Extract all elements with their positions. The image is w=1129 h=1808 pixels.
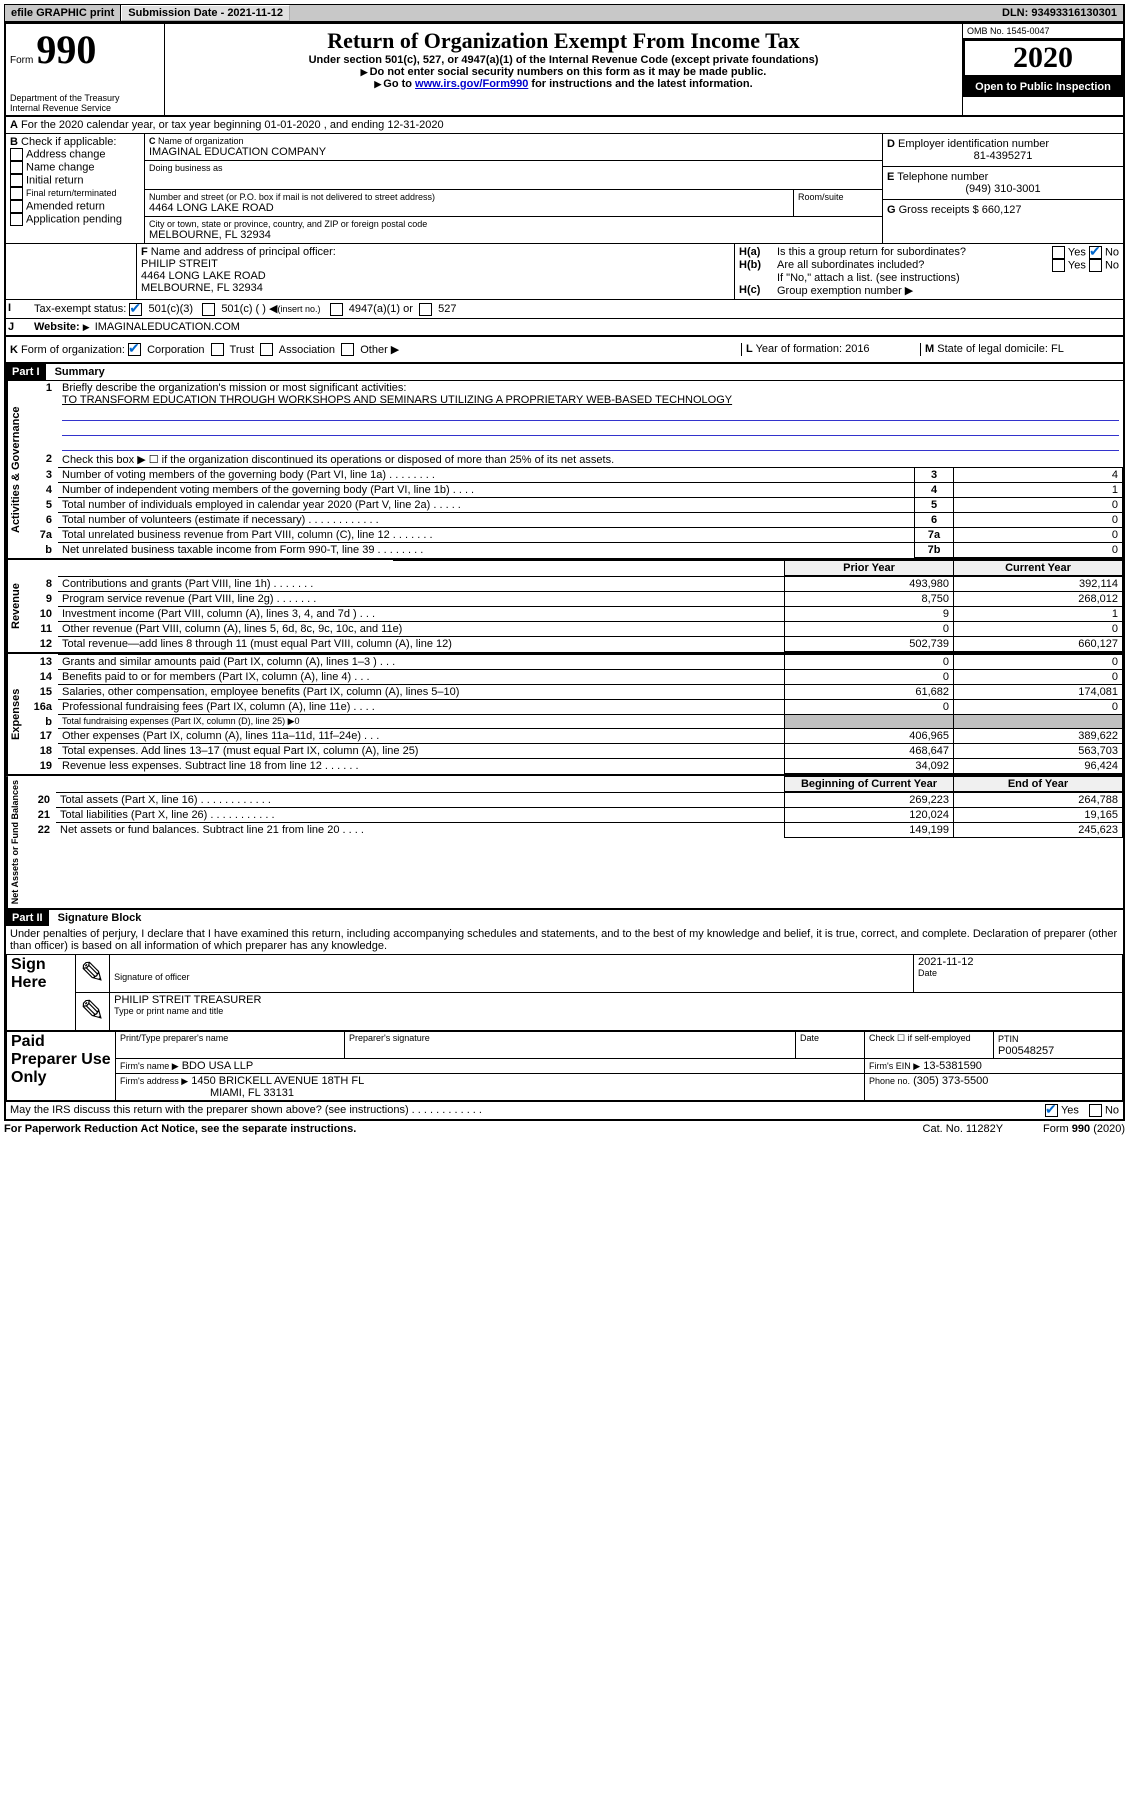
year-formation: 2016: [845, 343, 869, 355]
sign-here-block: Sign Here ✎ Signature of officer 2021-11…: [6, 954, 1123, 1031]
mission-text: TO TRANSFORM EDUCATION THROUGH WORKSHOPS…: [62, 394, 732, 406]
table-row: 4Number of independent voting members of…: [24, 483, 1123, 498]
form-subtitle3: Go to www.irs.gov/Form990 for instructio…: [169, 78, 958, 90]
open-inspection: Open to Public Inspection: [963, 77, 1123, 97]
vlabel-revenue: Revenue: [6, 560, 24, 652]
table-row: bTotal fundraising expenses (Part IX, co…: [24, 715, 1123, 729]
check-name-change[interactable]: Name change: [10, 161, 140, 174]
table-row: 3Number of voting members of the governi…: [24, 468, 1123, 483]
top-bar: efile GRAPHIC print Submission Date - 20…: [4, 4, 1125, 22]
efile-label: efile GRAPHIC print: [5, 5, 121, 21]
sign-date: 2021-11-12: [918, 956, 1118, 968]
firm-addr2: MIAMI, FL 33131: [120, 1087, 294, 1099]
form-subtitle1: Under section 501(c), 527, or 4947(a)(1)…: [169, 54, 958, 66]
signer-name: PHILIP STREIT TREASURER: [114, 994, 1118, 1006]
form-footer: Form 990 (2020): [1043, 1123, 1125, 1135]
dln: DLN: 93493316130301: [996, 5, 1124, 21]
submission-date: Submission Date - 2021-11-12: [121, 5, 290, 21]
discuss-yes[interactable]: Yes: [1045, 1104, 1079, 1117]
paid-preparer-block: Paid Preparer Use Only Print/Type prepar…: [6, 1031, 1123, 1101]
table-row: 21Total liabilities (Part X, line 26) . …: [22, 808, 1123, 823]
section-f: F Name and address of principal officer:…: [136, 244, 734, 299]
table-row: 7aTotal unrelated business revenue from …: [24, 528, 1123, 543]
officer-name: PHILIP STREIT: [141, 258, 730, 270]
table-row: 5Total number of individuals employed in…: [24, 498, 1123, 513]
table-row: 9Program service revenue (Part VIII, lin…: [24, 592, 1123, 607]
firm-ein: 13-5381590: [923, 1060, 982, 1072]
check-final-return[interactable]: Final return/terminated: [10, 187, 140, 200]
vlabel-netassets: Net Assets or Fund Balances: [6, 776, 22, 908]
irs-link[interactable]: www.irs.gov/Form990: [415, 78, 528, 90]
firm-phone: (305) 373-5500: [913, 1075, 988, 1087]
firm-addr1: 1450 BRICKELL AVENUE 18TH FL: [191, 1075, 364, 1087]
table-row: 16aProfessional fundraising fees (Part I…: [24, 700, 1123, 715]
table-row: 6Total number of volunteers (estimate if…: [24, 513, 1123, 528]
table-row: 12Total revenue—add lines 8 through 11 (…: [24, 637, 1123, 652]
section-a: A For the 2020 calendar year, or tax yea…: [6, 117, 1123, 134]
section-c: C Name of organization IMAGINAL EDUCATIO…: [145, 134, 882, 243]
gross-receipts: 660,127: [982, 204, 1022, 216]
dept-treasury: Department of the Treasury: [10, 93, 160, 103]
check-501c3[interactable]: [129, 303, 142, 316]
table-row: 14Benefits paid to or for members (Part …: [24, 670, 1123, 685]
discuss-no[interactable]: No: [1089, 1104, 1119, 1117]
form-header: Form 990 Department of the Treasury Inte…: [6, 24, 1123, 117]
omb-no: OMB No. 1545-0047: [963, 24, 1123, 39]
state-domicile: FL: [1051, 343, 1064, 355]
vlabel-expenses: Expenses: [6, 654, 24, 774]
website: IMAGINALEDUCATION.COM: [95, 321, 240, 333]
section-b: B Check if applicable: Address change Na…: [6, 134, 145, 243]
form-subtitle2: Do not enter social security numbers on …: [169, 66, 958, 78]
org-street: 4464 LONG LAKE ROAD: [149, 202, 789, 214]
section-h: H(a) Is this a group return for subordin…: [734, 244, 1123, 299]
discuss-question: May the IRS discuss this return with the…: [10, 1104, 1045, 1117]
check-amended[interactable]: Amended return: [10, 200, 140, 213]
form-prefix: Form: [10, 55, 33, 66]
table-row: 22Net assets or fund balances. Subtract …: [22, 823, 1123, 838]
org-name: IMAGINAL EDUCATION COMPANY: [149, 146, 878, 158]
irs-label: Internal Revenue Service: [10, 103, 160, 113]
org-city: MELBOURNE, FL 32934: [149, 229, 878, 241]
check-initial-return[interactable]: Initial return: [10, 174, 140, 187]
ein: 81-4395271: [887, 150, 1119, 162]
part-ii-header: Part II Signature Block: [6, 908, 1123, 926]
table-row: 19Revenue less expenses. Subtract line 1…: [24, 759, 1123, 774]
part-i-header: Part I Summary: [6, 364, 1123, 381]
table-row: 20Total assets (Part X, line 16) . . . .…: [22, 793, 1123, 808]
form-title: Return of Organization Exempt From Incom…: [169, 28, 958, 54]
form-number: 990: [36, 27, 96, 72]
table-row: 15Salaries, other compensation, employee…: [24, 685, 1123, 700]
firm-name: BDO USA LLP: [182, 1060, 254, 1072]
vlabel-governance: Activities & Governance: [6, 381, 24, 558]
cat-no: Cat. No. 11282Y: [923, 1123, 1004, 1135]
table-row: 10Investment income (Part VIII, column (…: [24, 607, 1123, 622]
check-address-change[interactable]: Address change: [10, 148, 140, 161]
table-row: 17Other expenses (Part IX, column (A), l…: [24, 729, 1123, 744]
tax-year: 2020: [963, 39, 1123, 77]
declaration-text: Under penalties of perjury, I declare th…: [6, 926, 1123, 954]
table-row: 18Total expenses. Add lines 13–17 (must …: [24, 744, 1123, 759]
section-k: K Form of organization: Corporation Trus…: [10, 343, 741, 357]
table-row: 8Contributions and grants (Part VIII, li…: [24, 577, 1123, 592]
section-i: Tax-exempt status: 501(c)(3) 501(c) ( ) …: [30, 300, 1123, 318]
phone: (949) 310-3001: [887, 183, 1119, 195]
ptin: P00548257: [998, 1045, 1054, 1057]
table-row: 13Grants and similar amounts paid (Part …: [24, 655, 1123, 670]
paperwork-notice: For Paperwork Reduction Act Notice, see …: [4, 1123, 356, 1135]
check-corp[interactable]: [128, 343, 141, 356]
section-deg: D Employer identification number 81-4395…: [882, 134, 1123, 243]
table-row: 11Other revenue (Part VIII, column (A), …: [24, 622, 1123, 637]
check-app-pending[interactable]: Application pending: [10, 213, 140, 226]
table-row: bNet unrelated business taxable income f…: [24, 543, 1123, 558]
